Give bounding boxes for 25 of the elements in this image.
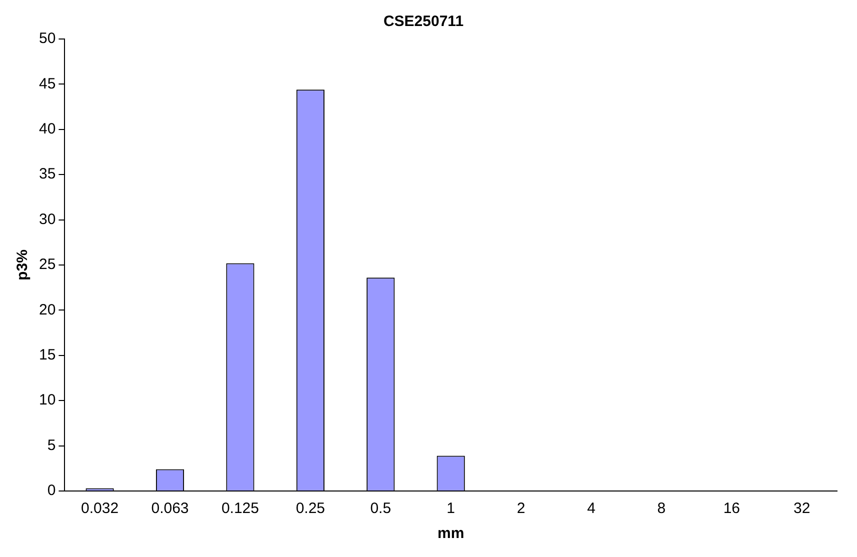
y-tick-label: 40: [38, 120, 56, 138]
y-tick-label: 45: [38, 75, 56, 92]
y-tick-label: 10: [38, 392, 56, 409]
y-tick-label: 35: [38, 166, 56, 183]
x-tick-label: 0.125: [221, 500, 259, 518]
y-tick-label: 20: [38, 301, 56, 318]
x-tick-label: 0.032: [81, 500, 119, 518]
x-tick-label: 4: [587, 500, 596, 518]
x-tick-label: 0.063: [151, 500, 189, 518]
chart-title: CSE250711: [383, 13, 464, 30]
x-tick-label: 32: [794, 500, 810, 518]
y-tick-label: 50: [38, 30, 56, 48]
y-tick-label: 0: [47, 482, 56, 500]
x-tick-label: 0.25: [296, 500, 326, 518]
x-tick-label: 16: [723, 500, 740, 518]
x-tick-label: 0.5: [370, 500, 392, 518]
y-tick-label: 5: [47, 436, 56, 454]
x-tick-label: 8: [657, 500, 666, 518]
y-tick-label: 15: [38, 346, 56, 364]
y-axis-title: p3%: [14, 250, 32, 280]
y-tick-label: 25: [38, 256, 56, 274]
y-tick-label: 30: [38, 210, 56, 228]
x-tick-label: 1: [446, 500, 456, 518]
x-tick-label: 2: [516, 500, 526, 518]
x-axis-title: mm: [438, 525, 464, 542]
